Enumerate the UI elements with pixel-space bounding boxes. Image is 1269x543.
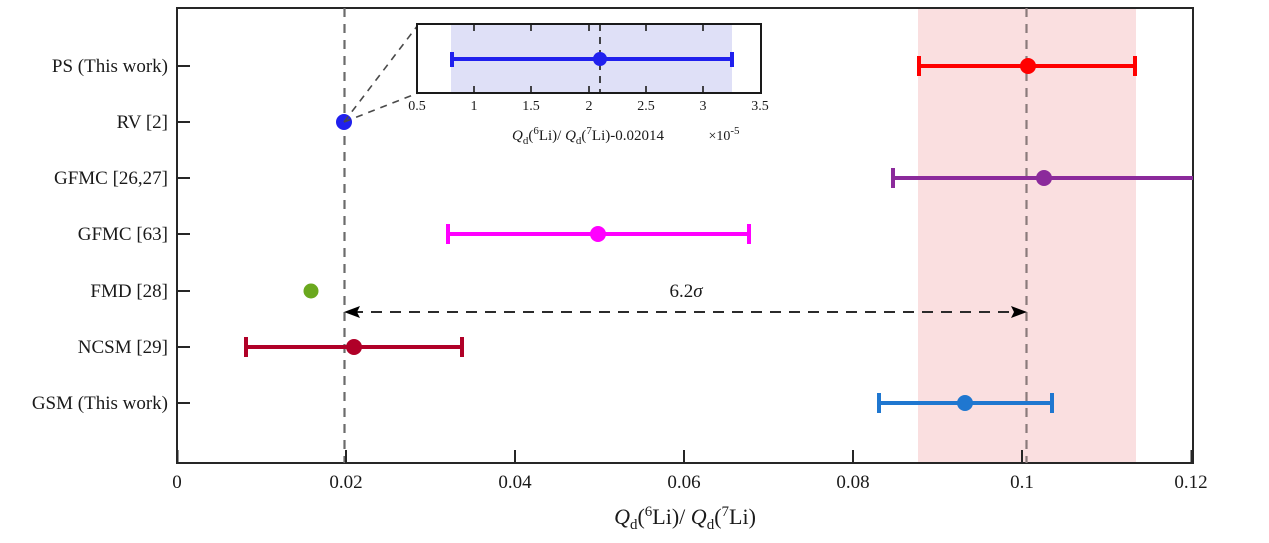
- y-tick-label-gfmc63: GFMC [63]: [78, 224, 168, 245]
- data-point-fmd: [303, 283, 319, 299]
- x-axis-label-open2: (: [714, 504, 721, 529]
- inset-label-li1: Li)/: [539, 128, 565, 144]
- inset-label-sub1: d: [523, 135, 529, 147]
- data-point-gfmc2627: [1036, 170, 1052, 186]
- inset-exponent-base: ×10: [708, 129, 730, 144]
- inset-x-axis-label: Qd(6Li)/ Qd(7Li)-0.02014: [512, 125, 665, 147]
- data-point-ncsm: [346, 339, 362, 355]
- x-tick-label-1: 0.02: [329, 472, 362, 493]
- inset-label-li2: Li)-0.02014: [592, 128, 665, 144]
- inset-tick-label-4: 2.5: [637, 99, 655, 114]
- inset-connector-lines: [343, 24, 419, 123]
- inset-tick-label-2: 1.5: [522, 99, 540, 114]
- y-axis-ticks: [177, 65, 190, 404]
- inset-plot: 0.5 1 1.5 2 2.5 3 3.5 Qd(6Li)/ Qd(7Li)-0…: [408, 23, 769, 147]
- inset-tick-label-1: 1: [471, 99, 478, 114]
- data-point-ps: [1020, 58, 1036, 74]
- inset-connector-bottom: [343, 92, 419, 123]
- inset-label-sub2: d: [576, 135, 582, 147]
- data-point-gfmc63: [590, 226, 606, 242]
- x-tick-label-3: 0.06: [667, 472, 700, 493]
- data-row-gsm: [877, 393, 1054, 413]
- y-tick-label-gfmc2627: GFMC [26,27]: [54, 168, 168, 189]
- x-axis-label-sup6: 6: [645, 504, 653, 520]
- x-tick-label-2: 0.04: [498, 472, 532, 493]
- y-tick-label-ps: PS (This work): [52, 56, 168, 77]
- x-axis-label-sup7: 7: [722, 504, 730, 520]
- x-tick-label-0: 0: [172, 472, 182, 493]
- sigma-annotation-label: 6.2σ: [669, 281, 703, 302]
- x-axis-label-q1: Q: [614, 504, 630, 529]
- inset-label-open2: (: [581, 128, 586, 144]
- inset-tick-label-6: 3.5: [751, 99, 769, 114]
- inset-label-sup7: 7: [586, 125, 592, 137]
- sigma-arrowhead-left: [344, 306, 360, 318]
- x-tick-label-4: 0.08: [836, 472, 869, 493]
- y-tick-label-fmd: FMD [28]: [90, 281, 168, 302]
- data-row-gfmc63: [446, 224, 751, 244]
- y-tick-label-gsm: GSM (This work): [32, 393, 168, 414]
- x-axis-label: Qd(6Li)/ Qd(7Li): [614, 504, 756, 533]
- sigma-value: 6.2: [669, 281, 693, 302]
- inset-label-open1: (: [528, 128, 533, 144]
- x-axis-label-li2: Li): [729, 504, 756, 529]
- inset-exponent-label: ×10-5: [708, 125, 740, 144]
- x-axis-label-sub1: d: [630, 517, 638, 533]
- sigma-symbol: σ: [693, 281, 703, 302]
- inset-ticks: [473, 24, 704, 93]
- inset-data-point: [593, 52, 607, 66]
- inset-label-q2: Q: [565, 128, 576, 144]
- x-tick-label-6: 0.12: [1174, 472, 1207, 493]
- sigma-arrowhead-right: [1011, 306, 1027, 318]
- x-axis-label-li1: Li)/: [652, 504, 691, 529]
- x-axis-label-q2: Q: [691, 504, 707, 529]
- y-tick-label-rv: RV [2]: [117, 112, 168, 133]
- y-tick-label-ncsm: NCSM [29]: [78, 337, 168, 358]
- inset-exponent-power: -5: [730, 125, 740, 137]
- inset-label-q1: Q: [512, 128, 523, 144]
- data-row-gfmc2627: [891, 168, 1193, 188]
- x-axis-label-open1: (: [637, 504, 644, 529]
- x-tick-label-5: 0.1: [1010, 472, 1034, 493]
- sigma-arrow: [344, 306, 1027, 318]
- data-row-ps: [917, 56, 1137, 76]
- inset-tick-label-5: 3: [700, 99, 707, 114]
- x-axis-label-sub2: d: [707, 517, 715, 533]
- data-row-fmd: [303, 283, 319, 299]
- inset-tick-label-0: 0.5: [408, 99, 426, 114]
- data-point-gsm: [957, 395, 973, 411]
- inset-tick-label-3: 2: [586, 99, 593, 114]
- data-row-ncsm: [244, 337, 464, 357]
- inset-label-sup6: 6: [533, 125, 539, 137]
- x-axis-ticks: [176, 450, 1193, 463]
